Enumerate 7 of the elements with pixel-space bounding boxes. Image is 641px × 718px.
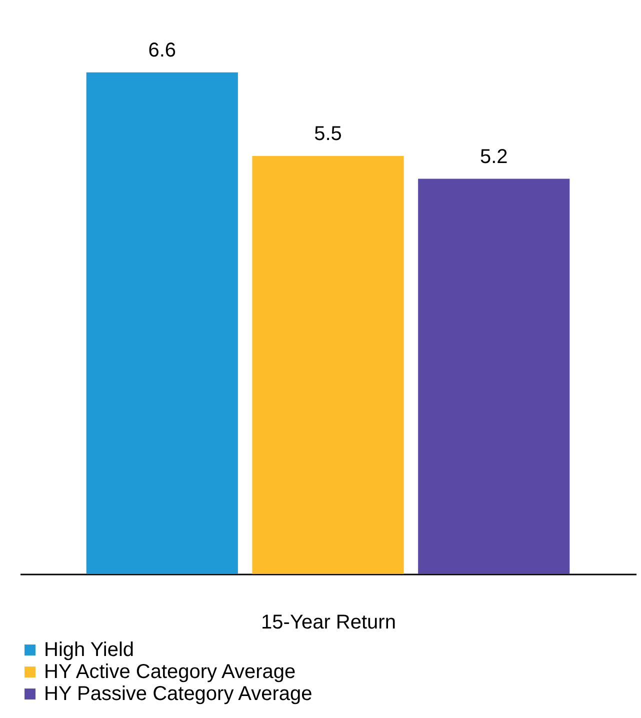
- data-label: 5.5: [314, 123, 342, 145]
- legend-label: HY Passive Category Average: [44, 683, 312, 705]
- legend-label: High Yield: [44, 639, 134, 661]
- data-label: 5.2: [480, 146, 508, 168]
- x-axis-title: 15-Year Return: [261, 612, 396, 634]
- legend-label: HY Active Category Average: [44, 661, 296, 683]
- data-label: 6.6: [148, 39, 176, 62]
